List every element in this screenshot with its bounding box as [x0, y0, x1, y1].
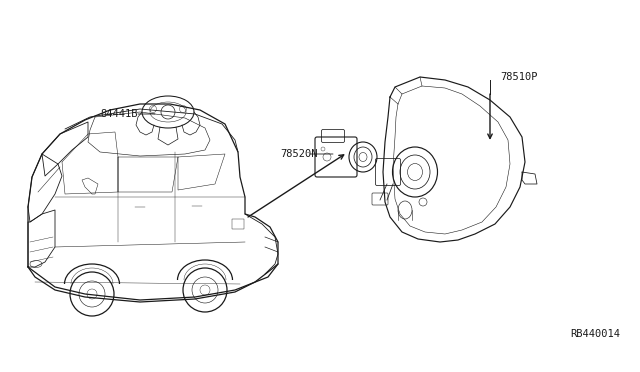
Text: RB440014: RB440014	[570, 329, 620, 339]
Bar	[232, 219, 244, 229]
Text: 84441B: 84441B	[100, 109, 138, 119]
Text: 78520N: 78520N	[280, 149, 317, 159]
Text: 78510P: 78510P	[500, 72, 538, 82]
